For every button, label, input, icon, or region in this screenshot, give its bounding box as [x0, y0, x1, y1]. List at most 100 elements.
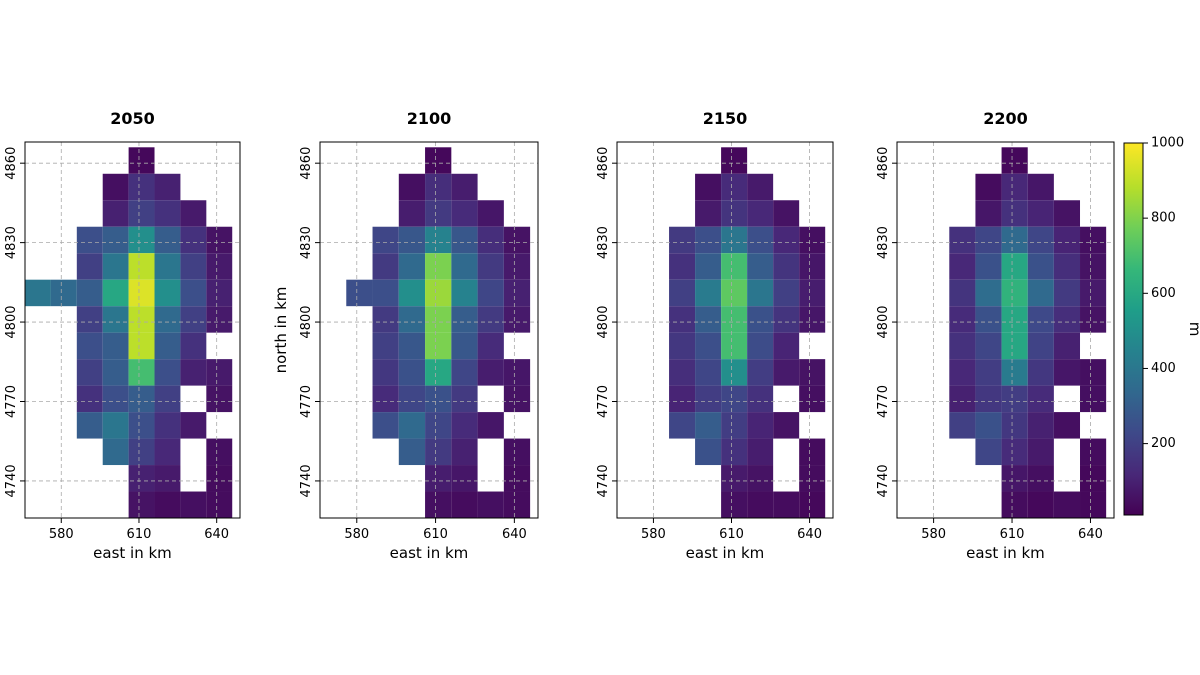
y-tick-label: 4860 — [596, 147, 611, 180]
ice-cell — [425, 438, 452, 466]
ice-cell — [695, 332, 722, 360]
y-tick-label: 4800 — [299, 306, 314, 339]
ice-cell — [180, 306, 207, 333]
y-tick-label: 4830 — [299, 226, 314, 259]
y-tick-label: 4770 — [596, 385, 611, 418]
ice-cell — [206, 385, 233, 413]
ice-cell — [695, 226, 722, 254]
ice-cell — [669, 385, 696, 413]
ice-cell — [1001, 412, 1028, 439]
ice-cell — [747, 359, 774, 386]
ice-cell — [128, 359, 155, 386]
ice-cell — [669, 306, 696, 333]
ice-cell — [669, 279, 696, 307]
ice-cell — [773, 279, 800, 307]
ice-cell — [451, 385, 478, 413]
ice-cell — [154, 412, 181, 439]
panel-title: 2200 — [983, 109, 1028, 128]
ice-cell — [975, 359, 1002, 386]
ice-cell — [747, 279, 774, 307]
ice-cell — [102, 279, 129, 307]
ice-cell — [425, 412, 452, 439]
ice-cell — [773, 332, 800, 360]
ice-cell — [1053, 412, 1081, 439]
y-tick-label: 4740 — [876, 464, 891, 497]
ice-cell — [1053, 306, 1081, 333]
ice-cell — [372, 306, 399, 333]
ice-cell — [206, 253, 233, 280]
ice-cell — [799, 226, 826, 254]
ice-cell — [128, 279, 155, 307]
ice-cell — [1080, 306, 1107, 333]
x-tick-label: 640 — [1078, 527, 1103, 542]
ice-cell — [477, 226, 504, 254]
ice-cell — [346, 279, 373, 307]
ice-cell — [1001, 147, 1028, 174]
y-tick-label: 4770 — [876, 385, 891, 418]
ice-cell — [206, 465, 233, 492]
ice-cell — [398, 200, 426, 227]
ice-cell — [669, 359, 696, 386]
ice-cell — [1053, 359, 1081, 386]
ice-cell — [721, 226, 748, 254]
ice-cell — [180, 200, 207, 227]
y-tick-label: 4770 — [4, 385, 19, 418]
ice-cell — [128, 253, 155, 280]
ice-cell — [747, 385, 774, 413]
ice-cell — [425, 385, 452, 413]
ice-cell — [398, 385, 426, 413]
ice-cell — [1027, 200, 1054, 227]
ice-cell — [949, 253, 976, 280]
ice-cell — [1001, 332, 1028, 360]
ice-cell — [695, 359, 722, 386]
ice-cell — [477, 279, 504, 307]
ice-cell — [76, 412, 103, 439]
ice-cell — [180, 491, 207, 518]
ice-cell — [1001, 359, 1028, 386]
x-tick-label: 580 — [344, 527, 369, 542]
ice-cell — [721, 465, 748, 492]
ice-cell — [1080, 465, 1107, 492]
ice-cell — [503, 279, 531, 307]
ice-cell — [451, 200, 478, 227]
ice-cell — [975, 279, 1002, 307]
ice-cell — [975, 200, 1002, 227]
ice-cell — [721, 385, 748, 413]
ice-cell — [372, 279, 399, 307]
ice-cell — [477, 332, 504, 360]
ice-cell — [154, 226, 181, 254]
ice-cell — [102, 359, 129, 386]
colorbar-tick-label: 600 — [1151, 286, 1176, 301]
ice-cell — [799, 465, 826, 492]
ice-cell — [1080, 253, 1107, 280]
y-tick-label: 4830 — [4, 226, 19, 259]
ice-cell — [1027, 412, 1054, 439]
ice-cell — [695, 200, 722, 227]
ice-cell — [695, 279, 722, 307]
ice-cell — [949, 332, 976, 360]
ice-cell — [154, 385, 181, 413]
ice-cell — [773, 200, 800, 227]
ice-cell — [975, 412, 1002, 439]
panel-title: 2150 — [703, 109, 748, 128]
ice-cell — [503, 465, 531, 492]
ice-cell — [398, 438, 426, 466]
ice-cell — [451, 253, 478, 280]
ice-cell — [949, 226, 976, 254]
ice-cell — [398, 173, 426, 201]
ice-cell — [721, 438, 748, 466]
y-axis-label: north in km — [272, 287, 290, 374]
ice-cell — [451, 359, 478, 386]
y-tick-label: 4740 — [596, 464, 611, 497]
ice-cell — [1053, 226, 1081, 254]
x-axis-label: east in km — [390, 544, 469, 562]
ice-cell — [975, 385, 1002, 413]
colorbar-tick-label: 800 — [1151, 211, 1176, 226]
ice-cell — [102, 306, 129, 333]
ice-cell — [975, 306, 1002, 333]
ice-cell — [695, 438, 722, 466]
ice-cell — [773, 359, 800, 386]
x-tick-label: 640 — [502, 527, 527, 542]
ice-cell — [1001, 253, 1028, 280]
